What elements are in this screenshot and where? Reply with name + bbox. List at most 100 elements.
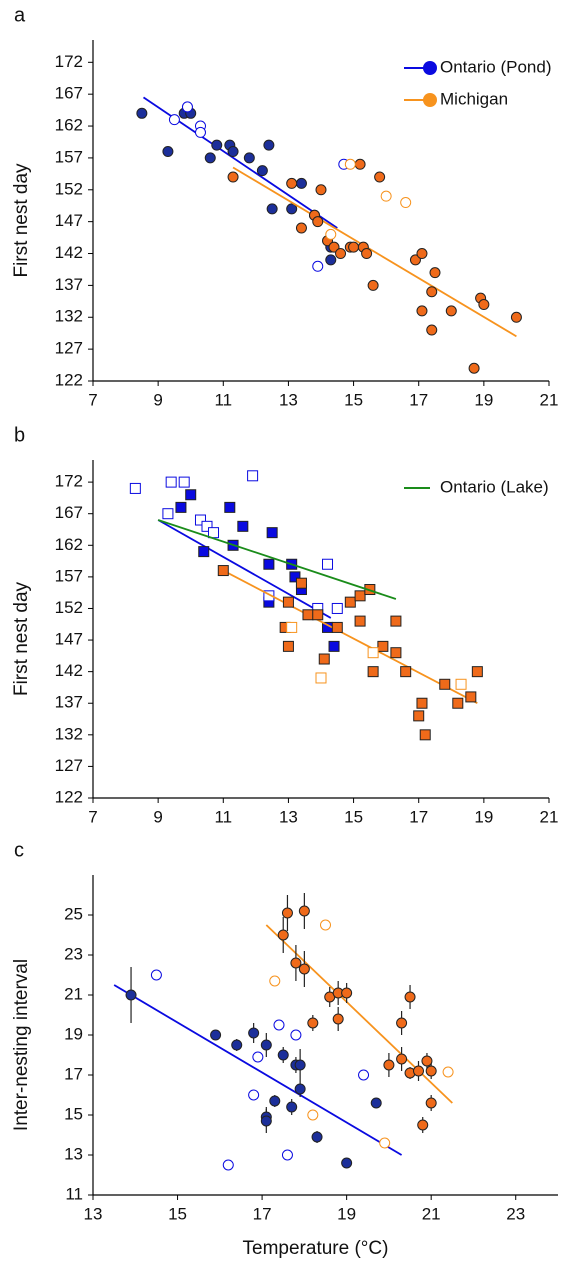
- point: [471, 666, 483, 678]
- y-tick-label: 21: [64, 984, 83, 1003]
- point: [273, 1019, 285, 1031]
- x-tick-label: 21: [422, 1204, 441, 1223]
- y-tick-label: 23: [64, 944, 83, 963]
- x-axis-label: Temperature (°C): [243, 1238, 389, 1259]
- y-tick-label: 137: [55, 275, 83, 294]
- panel-label: a: [14, 4, 26, 26]
- x-tick-label: 21: [540, 807, 559, 826]
- point: [318, 653, 330, 665]
- y-tick-label: 142: [55, 243, 83, 262]
- y-tick-label: 157: [55, 147, 83, 166]
- y-tick-label: 152: [55, 598, 83, 617]
- point: [312, 216, 324, 228]
- point: [277, 1049, 289, 1061]
- point: [396, 1053, 408, 1065]
- point: [379, 1137, 391, 1149]
- x-tick-label: 19: [474, 390, 493, 409]
- point: [416, 697, 428, 709]
- point: [409, 254, 421, 266]
- x-tick-label: 23: [506, 1204, 525, 1223]
- point: [426, 324, 438, 336]
- point: [168, 114, 180, 126]
- point: [465, 691, 477, 703]
- point: [201, 520, 213, 532]
- point: [510, 311, 522, 323]
- point: [421, 1055, 433, 1067]
- point: [298, 905, 310, 917]
- x-tick-label: 13: [279, 807, 298, 826]
- x-tick-label: 13: [84, 1204, 103, 1223]
- point: [425, 1097, 437, 1109]
- panel-label: c: [14, 839, 24, 861]
- point: [370, 1097, 382, 1109]
- point: [311, 1131, 323, 1143]
- point: [286, 177, 298, 189]
- y-tick-label: 15: [64, 1104, 83, 1123]
- point: [224, 501, 236, 513]
- x-tick-label: 9: [153, 390, 162, 409]
- point: [302, 609, 314, 621]
- point: [295, 222, 307, 234]
- x-tick-label: 17: [253, 1204, 272, 1223]
- point: [328, 241, 340, 253]
- y-tick-label: 13: [64, 1144, 83, 1163]
- x-tick-label: 15: [168, 1204, 187, 1223]
- y-tick-label: 25: [64, 904, 83, 923]
- point: [269, 1095, 281, 1107]
- point: [282, 640, 294, 652]
- point: [162, 508, 174, 520]
- point: [374, 171, 386, 183]
- point: [185, 489, 197, 501]
- point: [331, 602, 343, 614]
- point: [289, 571, 301, 583]
- panel-label: b: [14, 424, 25, 446]
- point: [344, 158, 356, 170]
- point: [263, 590, 275, 602]
- point: [162, 146, 174, 158]
- point: [269, 975, 281, 987]
- point: [341, 987, 353, 999]
- y-tick-label: 19: [64, 1024, 83, 1043]
- y-tick-label: 122: [55, 787, 83, 806]
- x-tick-label: 11: [214, 390, 232, 409]
- point: [204, 152, 216, 164]
- point: [150, 969, 162, 981]
- y-tick-label: 162: [55, 535, 83, 554]
- point: [348, 241, 360, 253]
- point: [248, 1027, 260, 1039]
- point: [175, 501, 187, 513]
- y-tick-label: 137: [55, 693, 83, 712]
- point: [252, 1051, 264, 1063]
- point: [325, 254, 337, 266]
- point: [210, 1029, 222, 1041]
- point: [315, 184, 327, 196]
- point: [312, 260, 324, 272]
- point: [413, 710, 425, 722]
- y-tick-label: 132: [55, 724, 83, 743]
- point: [247, 470, 259, 482]
- legend-marker: [423, 93, 437, 107]
- y-tick-label: 147: [55, 630, 83, 649]
- y-tick-label: 17: [64, 1064, 83, 1083]
- point: [400, 666, 412, 678]
- point: [286, 621, 298, 633]
- y-tick-label: 152: [55, 179, 83, 198]
- point: [231, 1039, 243, 1051]
- point: [227, 171, 239, 183]
- point: [380, 190, 392, 202]
- point: [129, 482, 141, 494]
- point: [322, 558, 334, 570]
- point: [227, 146, 239, 158]
- point: [455, 678, 467, 690]
- point: [295, 177, 307, 189]
- y-tick-label: 162: [55, 116, 83, 135]
- point: [294, 1083, 306, 1095]
- point: [281, 907, 293, 919]
- point: [208, 527, 220, 539]
- point: [344, 596, 356, 608]
- point: [217, 565, 229, 577]
- point: [341, 1157, 353, 1169]
- point: [332, 1013, 344, 1025]
- point: [198, 546, 210, 558]
- point: [354, 590, 366, 602]
